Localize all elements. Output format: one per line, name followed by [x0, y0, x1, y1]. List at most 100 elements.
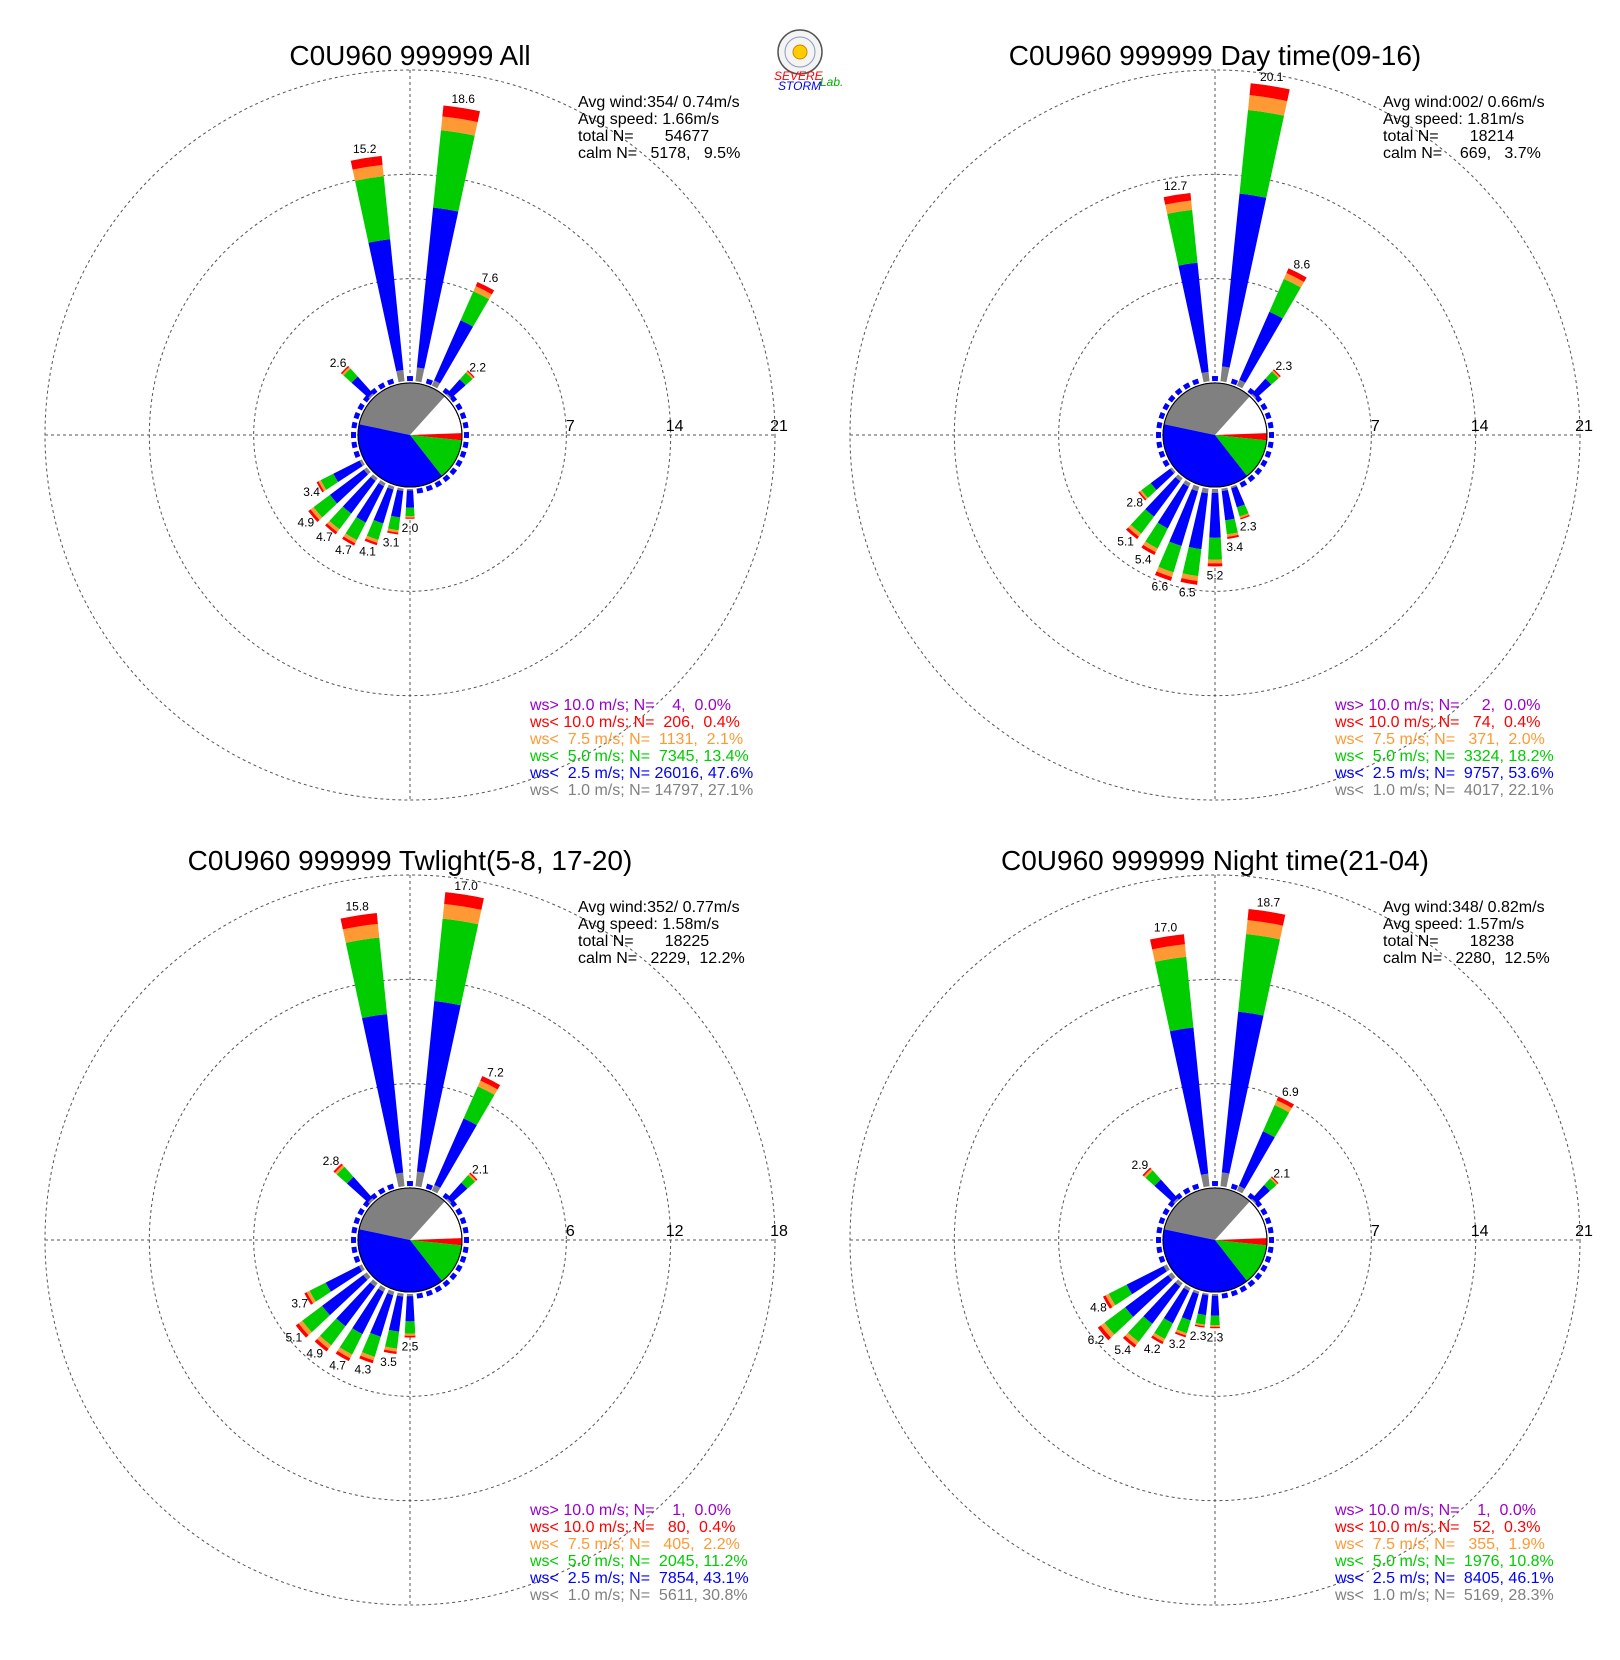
direction-tick — [1167, 394, 1176, 403]
direction-bar-segment — [1122, 1335, 1137, 1348]
direction-bar-segment — [1262, 1104, 1290, 1138]
direction-bar-segment — [1152, 944, 1187, 962]
direction-bar-segment — [405, 490, 415, 508]
direction-bar-segment — [442, 903, 482, 925]
direction-tick — [351, 441, 358, 449]
direction-bar-segment — [1269, 1177, 1278, 1186]
direction-bar-segment — [1145, 1170, 1161, 1186]
direction-bar-segment — [383, 1349, 397, 1355]
direction-tick — [357, 1207, 365, 1216]
direction-bar-segment — [404, 1321, 416, 1334]
direction-bar-segment — [1156, 566, 1174, 578]
stat-total: total N= 18225 — [578, 933, 709, 950]
direction-bar-segment — [319, 1318, 346, 1346]
direction-bar-segment — [356, 483, 385, 523]
direction-bar-segment — [1239, 311, 1283, 383]
legend-entry: ws< 7.5 m/s; N= 1131, 2.1% — [529, 731, 743, 748]
bar-total-label: 7.6 — [482, 271, 499, 285]
stat-avg-speed: Avg speed: 1.57m/s — [1383, 916, 1524, 933]
direction-tick — [351, 1246, 358, 1254]
direction-bar-segment — [366, 520, 384, 540]
direction-bar-segment — [1194, 1324, 1205, 1328]
direction-tick — [351, 1226, 358, 1234]
direction-tick — [459, 1216, 467, 1225]
direction-bar-segment — [1202, 1292, 1209, 1296]
legend-entry: ws< 10.0 m/s; N= 52, 0.3% — [1334, 1519, 1540, 1536]
direction-bar-segment — [1150, 934, 1185, 950]
direction-bar-segment — [1163, 1264, 1170, 1272]
ring-circle — [849, 69, 1581, 801]
direction-tick — [406, 376, 414, 382]
direction-bar-segment — [370, 1293, 394, 1337]
direction-bar-segment — [1141, 544, 1156, 556]
logo-seal-ring-icon — [784, 36, 816, 68]
direction-bar-segment — [1239, 110, 1285, 198]
stat-avg-wind: Avg wind:348/ 0.82m/s — [1383, 899, 1545, 916]
bar-total-label: 15.2 — [353, 142, 377, 156]
direction-tick — [351, 421, 358, 429]
direction-tick — [425, 484, 434, 492]
calm-pie-slice — [410, 1240, 462, 1281]
bar-total-label: 4.7 — [316, 530, 333, 544]
bar-total-label: 5.2 — [1207, 569, 1224, 583]
direction-bar-segment — [406, 1293, 414, 1297]
direction-bar-segment — [1173, 1198, 1180, 1205]
stat-avg-wind: Avg wind:002/ 0.66m/s — [1383, 94, 1545, 111]
direction-bar-segment — [1163, 192, 1192, 205]
legend-entry: ws< 5.0 m/s; N= 7345, 13.4% — [529, 748, 749, 765]
bar-total-label: 2.8 — [1126, 495, 1143, 509]
ring-label: 21 — [1575, 418, 1593, 435]
direction-bar-segment — [1104, 1307, 1134, 1335]
direction-bar-segment — [373, 487, 394, 524]
direction-bar-segment — [1175, 1329, 1187, 1336]
direction-tick — [357, 402, 365, 411]
direction-bar-segment — [460, 291, 490, 327]
direction-tick — [377, 1187, 386, 1195]
bar-total-label: 4.8 — [1090, 1300, 1107, 1314]
direction-bar-segment — [302, 1305, 330, 1333]
direction-bar-segment — [405, 1296, 415, 1322]
direction-tick — [1155, 1236, 1162, 1244]
bar-total-label: 2.3 — [1275, 359, 1292, 373]
direction-bar-segment — [1200, 1173, 1210, 1188]
direction-bar-segment — [440, 116, 478, 136]
ring-circle — [1058, 1083, 1372, 1397]
stat-avg-speed: Avg speed: 1.58m/s — [578, 916, 719, 933]
direction-bar-segment — [1178, 262, 1209, 373]
direction-tick — [425, 378, 434, 386]
direction-tick — [455, 402, 463, 411]
direction-tick — [459, 411, 467, 420]
direction-tick — [1156, 441, 1163, 449]
calm-pie-slice — [359, 1188, 445, 1240]
ring-label: 7 — [1371, 1223, 1380, 1240]
direction-bar-segment — [1271, 1176, 1279, 1184]
stat-calm: calm N= 2229, 12.2% — [578, 950, 745, 967]
ring-label: 12 — [666, 1223, 684, 1240]
direction-bar-segment — [317, 1335, 332, 1349]
bar-total-label: 18.6 — [452, 92, 476, 106]
direction-bar-segment — [295, 1323, 309, 1338]
bar-total-label: 6.2 — [1088, 1333, 1105, 1347]
direction-tick — [1267, 1246, 1274, 1254]
calm-pie-slice — [410, 433, 463, 441]
direction-tick — [425, 1289, 434, 1297]
direction-tick — [1156, 421, 1163, 429]
direction-bar-segment — [1250, 1198, 1257, 1205]
direction-bar-segment — [477, 1080, 498, 1095]
direction-bar-segment — [1183, 1285, 1191, 1291]
direction-bar-segment — [447, 379, 466, 398]
direction-bar-segment — [445, 393, 452, 400]
direction-tick — [351, 1236, 357, 1244]
stat-total: total N= 54677 — [578, 128, 709, 145]
direction-bar-segment — [1183, 480, 1191, 487]
direction-bar-segment — [1227, 534, 1239, 539]
bar-total-label: 6.9 — [1282, 1085, 1299, 1099]
stat-calm: calm N= 2280, 12.5% — [1383, 950, 1550, 967]
ring-label: 21 — [770, 418, 788, 435]
direction-bar-segment — [1180, 578, 1198, 585]
direction-tick — [1158, 1216, 1166, 1225]
ring-label: 18 — [770, 1223, 788, 1240]
legend-entry: ws< 10.0 m/s; N= 206, 0.4% — [529, 714, 740, 731]
direction-bar-segment — [388, 515, 401, 531]
direction-bar-segment — [343, 368, 358, 383]
